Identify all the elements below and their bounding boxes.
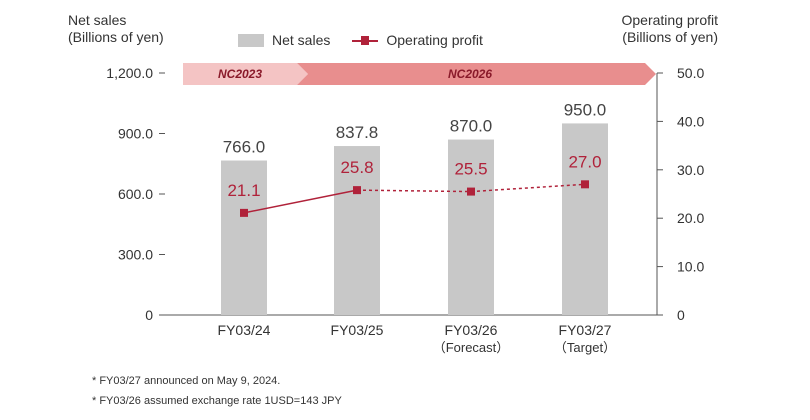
category-sublabel: （Forecast） — [433, 340, 510, 355]
net-sales-bar — [221, 160, 267, 315]
category-sublabel: （Target） — [554, 340, 616, 355]
left-axis-title-line2: (Billions of yen) — [68, 29, 164, 45]
legend: Net sales Operating profit — [238, 32, 483, 49]
right-tick-label: 0 — [677, 307, 685, 323]
operating-profit-segment — [356, 189, 472, 193]
net-sales-value-label: 837.8 — [336, 123, 379, 142]
net-sales-bar — [448, 139, 494, 315]
legend-operating-profit-label: Operating profit — [386, 32, 483, 48]
category-label: FY03/24 — [218, 322, 271, 338]
left-axis-title: Net sales (Billions of yen) — [68, 12, 164, 46]
right-tick-label: 20.0 — [677, 210, 704, 226]
operating-profit-value-label: 25.8 — [340, 158, 373, 177]
right-tick-label: 40.0 — [677, 113, 704, 129]
legend-net-sales-label: Net sales — [272, 32, 331, 48]
operating-profit-marker — [467, 187, 475, 196]
footnotes: * FY03/27 announced on May 9, 2024. * FY… — [92, 371, 342, 411]
net-sales-value-label: 950.0 — [564, 100, 607, 119]
operating-profit-value-label: 25.5 — [454, 160, 487, 179]
left-tick-label: 1,200.0 — [106, 65, 153, 81]
category-label: FY03/26 — [445, 322, 498, 338]
footnote-2: * FY03/26 assumed exchange rate 1USD=143… — [92, 395, 342, 407]
operating-profit-value-label: 21.1 — [227, 181, 260, 200]
operating-profit-marker — [581, 180, 589, 189]
right-tick-label: 50.0 — [677, 65, 704, 81]
chart: NC2023 NC2026 0 300.0 600.0 900.0 1,200.0 0 10.0… — [106, 63, 704, 355]
left-tick-label: 600.0 — [118, 186, 153, 202]
net-sales-value-label: 766.0 — [223, 138, 266, 157]
left-tick-label: 0 — [145, 307, 153, 323]
period-label-nc2023: NC2023 — [218, 67, 262, 81]
right-axis-title: Operating profit (Billions of yen) — [622, 12, 719, 46]
period-label-nc2026: NC2026 — [448, 67, 492, 81]
operating-profit-segment — [243, 189, 358, 214]
operating-profit-marker — [240, 208, 248, 217]
left-tick-label: 300.0 — [118, 247, 153, 263]
net-sales-bar — [562, 123, 608, 316]
operating-profit-marker — [353, 186, 361, 195]
operating-profit-value-label: 27.0 — [568, 152, 601, 171]
period-band-nc2023 — [183, 63, 308, 85]
category-label: FY03/27 — [559, 322, 612, 338]
net-sales-value-label: 870.0 — [450, 117, 493, 136]
operating-profit-segment — [470, 183, 586, 193]
right-axis-title-line2: (Billions of yen) — [622, 29, 718, 45]
footnote-1: * FY03/27 announced on May 9, 2024. — [92, 375, 281, 387]
category-label: FY03/25 — [331, 322, 384, 338]
left-axis-title-line1: Net sales — [68, 12, 127, 28]
right-tick-label: 10.0 — [677, 259, 704, 275]
legend-operating-profit-swatch — [352, 34, 379, 47]
net-sales-bar — [334, 146, 380, 315]
right-axis-title-line1: Operating profit — [621, 12, 719, 28]
period-band-nc2026 — [297, 63, 656, 85]
right-tick-label: 30.0 — [677, 162, 704, 178]
legend-net-sales-swatch — [238, 34, 264, 47]
left-tick-label: 900.0 — [118, 126, 153, 142]
